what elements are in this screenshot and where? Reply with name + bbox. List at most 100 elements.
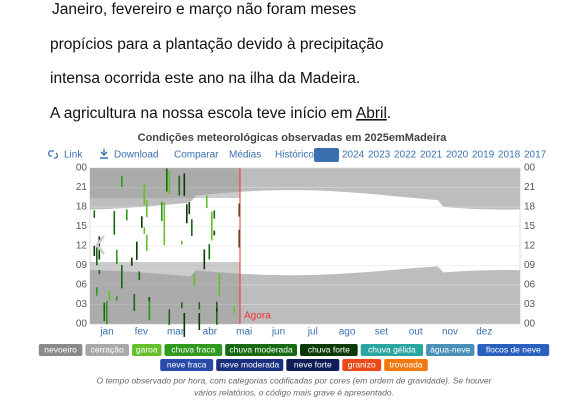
text: . xyxy=(387,105,391,122)
legend-label: chuva fraca xyxy=(171,344,215,354)
weather-bar xyxy=(161,201,163,222)
weather-bar xyxy=(238,229,241,248)
toolbar-button[interactable]: Link xyxy=(64,150,83,161)
year-button[interactable]: 2017 xyxy=(524,150,547,161)
year-button[interactable]: 2025 xyxy=(316,150,339,161)
hour-label-left: 00 xyxy=(76,163,88,174)
month-label: ago xyxy=(339,327,356,338)
weather-bar xyxy=(106,301,108,325)
weather-bar xyxy=(178,175,181,196)
weather-bar xyxy=(93,210,96,218)
year-button[interactable]: 2018 xyxy=(498,150,521,161)
legend-swatch xyxy=(38,344,83,356)
hour-label-left: 03 xyxy=(76,299,88,310)
weather-bar xyxy=(208,244,211,260)
month-label: mar xyxy=(167,327,185,338)
year-button[interactable]: 2022 xyxy=(394,150,417,161)
weather-bar xyxy=(98,269,101,275)
legend-label: neve forte xyxy=(294,359,332,369)
legend-swatch xyxy=(160,359,214,371)
weather-bar xyxy=(116,249,118,265)
weather-bar xyxy=(93,245,96,257)
month-label: jul xyxy=(307,327,318,338)
weather-bar xyxy=(131,257,133,266)
paragraph-line: Janeiro, fevereiro e março não foram mes… xyxy=(52,1,356,18)
legend-swatch xyxy=(164,344,223,356)
chart-title: Condições meteorológicas observadas em 2… xyxy=(138,132,448,144)
paragraph-line: propícios para a plantação devido à prec… xyxy=(50,36,383,53)
link-icon xyxy=(48,150,58,159)
weather-bar xyxy=(121,265,123,289)
weather-bar xyxy=(203,249,206,270)
legend-label: flocos de neve xyxy=(486,344,541,354)
legend: nevoeiro cerração garoa chuva fraca chuva mo… xyxy=(38,344,550,397)
month-label: jun xyxy=(271,327,285,338)
weather-bar xyxy=(211,220,213,241)
paragraph-line: intensa ocorrida este ano na ilha da Mad… xyxy=(50,70,360,87)
legend-swatch xyxy=(384,359,428,371)
hour-label-right: 09 xyxy=(524,260,536,271)
weather-bar xyxy=(238,203,241,217)
hour-label-left: 15 xyxy=(76,221,88,232)
observed-night xyxy=(90,168,240,198)
weather-bar xyxy=(163,222,166,246)
year-button[interactable]: 2023 xyxy=(368,150,391,161)
weather-bar xyxy=(138,271,141,280)
weather-bar xyxy=(148,300,151,321)
weather-bar xyxy=(168,309,171,325)
weather-bar xyxy=(133,293,136,311)
year-button[interactable]: 2019 xyxy=(472,150,495,161)
legend-swatch xyxy=(225,344,297,356)
toolbar-button[interactable]: Comparar xyxy=(174,150,219,161)
legend-swatch xyxy=(426,344,475,356)
year-button[interactable]: 2020 xyxy=(446,150,469,161)
link[interactable]: Abril xyxy=(356,105,387,122)
hour-label-right: 00 xyxy=(524,319,536,330)
legend-label: chuva moderada xyxy=(229,344,293,354)
hour-label-right: 18 xyxy=(524,202,536,213)
weather-bar xyxy=(166,168,168,192)
weather-plot: Agora 00 00 21 21 18 18 15 15 12 12 09 09 06 06 03 03 00 0… xyxy=(76,163,536,338)
year-button[interactable]: 2024 xyxy=(342,150,365,161)
legend-label: trovoada xyxy=(389,359,422,369)
weather-bar xyxy=(191,219,193,236)
weather-bar xyxy=(143,227,146,234)
weather-bar xyxy=(136,241,138,260)
weather-bar xyxy=(198,302,201,310)
hour-label-left: 21 xyxy=(76,182,88,193)
legend-swatch xyxy=(477,344,550,356)
weather-bar xyxy=(141,216,143,228)
month-label: jan xyxy=(99,327,113,338)
weather-bar xyxy=(146,200,148,218)
weather-bar xyxy=(188,202,191,215)
caption: O tempo observado por hora, com categori… xyxy=(97,375,493,385)
weather-bar xyxy=(103,302,106,321)
month-label: mai xyxy=(236,327,252,338)
now-label: Agora xyxy=(244,311,271,322)
year-button[interactable]: 2021 xyxy=(420,150,443,161)
toolbar-button[interactable]: Médias xyxy=(229,150,261,161)
hour-label-right: 00 xyxy=(524,163,536,174)
legend-swatch xyxy=(342,359,382,371)
weather-bar xyxy=(143,184,146,206)
weather-bar xyxy=(181,240,183,245)
scroll-left[interactable] xyxy=(95,235,105,255)
month-label: dez xyxy=(476,327,492,338)
weather-bar xyxy=(113,211,116,235)
legend-label: água-neve xyxy=(430,344,470,354)
weather-bar xyxy=(211,211,213,227)
paragraph: Janeiro, fevereiro e março não foram mes… xyxy=(50,1,383,87)
hour-label-left: 00 xyxy=(76,319,88,330)
legend-label: cerração xyxy=(91,344,124,354)
month-label: out xyxy=(409,327,423,338)
toolbar-button[interactable]: Download xyxy=(114,150,158,161)
legend-swatch xyxy=(286,359,340,371)
weather-bar xyxy=(126,209,128,221)
toolbar: Link Download Comparar Médias Histórico 2025 2… xyxy=(48,148,547,162)
download-icon xyxy=(100,149,108,159)
weather-bar xyxy=(163,202,166,226)
legend-label: chuva gélida xyxy=(368,344,416,354)
hour-label-right: 12 xyxy=(524,241,536,252)
text: A agricultura na nossa escola teve iníci… xyxy=(50,105,356,122)
hour-label-right: 15 xyxy=(524,221,536,232)
